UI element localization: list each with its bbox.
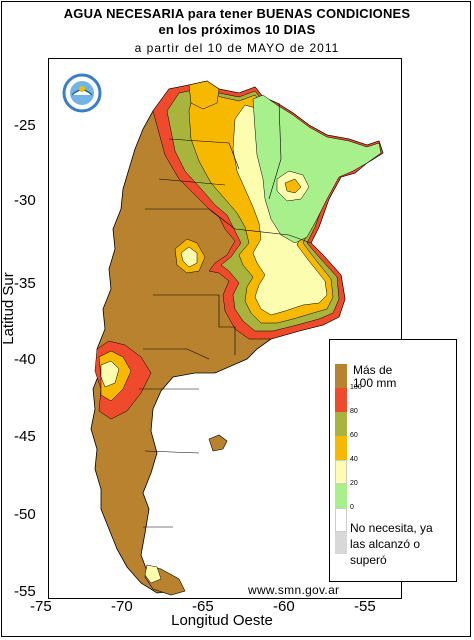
legend-swatch-olive bbox=[335, 412, 347, 436]
legend-top-label-line1: Más de bbox=[353, 363, 393, 377]
y-tick-label: -35 bbox=[14, 275, 36, 292]
title-line-3: a partir del 10 de MAYO de 2011 bbox=[134, 41, 340, 55]
region-tdf-yellow bbox=[144, 564, 162, 584]
credit-url: www.smn.gov.ar bbox=[248, 583, 340, 597]
legend-swatch-green bbox=[335, 484, 347, 508]
legend: Más de 100 mm 100 80 60 40 20 0 No neces… bbox=[329, 339, 457, 582]
argentina-map bbox=[90, 80, 384, 596]
region-green bbox=[252, 94, 382, 244]
legend-label-0: 0 bbox=[350, 504, 354, 511]
legend-swatch-orange bbox=[335, 436, 347, 460]
y-tick-label: -45 bbox=[14, 428, 36, 445]
y-tick-label: -55 bbox=[14, 583, 36, 600]
region-orange-nw bbox=[188, 80, 220, 110]
legend-bottom-line3: superó bbox=[350, 553, 387, 567]
y-tick-label: -25 bbox=[14, 117, 36, 134]
x-axis-label: Longitud Oeste bbox=[0, 612, 474, 629]
region-yellow-sw bbox=[100, 360, 120, 388]
title-line-1: AGUA NECESARIA para tener BUENAS CONDICI… bbox=[63, 6, 411, 21]
smn-seal-icon bbox=[62, 73, 102, 113]
province-borders bbox=[139, 102, 312, 528]
map-plot-area bbox=[48, 58, 402, 599]
title-line-2: en los próximos 10 DIAS bbox=[158, 22, 316, 37]
legend-top-label-line2: 100 mm bbox=[353, 376, 397, 390]
legend-label-60: 60 bbox=[350, 432, 358, 439]
legend-swatch-red bbox=[335, 388, 347, 412]
legend-label-100: 100 bbox=[350, 384, 362, 391]
legend-swatch-yellow bbox=[335, 460, 347, 484]
legend-swatch-brown bbox=[335, 364, 347, 388]
legend-bottom-line1: No necesita, ya bbox=[350, 521, 433, 535]
y-tick-label: -50 bbox=[14, 506, 36, 523]
x-tick-label: -70 bbox=[111, 598, 133, 615]
region-ring-yellow bbox=[180, 246, 198, 268]
legend-swatch-grey bbox=[335, 532, 347, 554]
x-tick-label: -75 bbox=[30, 598, 52, 615]
region-orange-spot bbox=[284, 178, 302, 194]
x-tick-label: -55 bbox=[354, 598, 376, 615]
region-malvinas bbox=[208, 434, 228, 452]
legend-label-80: 80 bbox=[350, 408, 358, 415]
legend-label-20: 20 bbox=[350, 480, 358, 487]
x-axis-label-text: Longitud Oeste bbox=[171, 612, 273, 629]
legend-swatch-white bbox=[335, 508, 347, 532]
legend-bottom-label: No necesita, ya las alcanzó o superó bbox=[350, 520, 433, 568]
legend-label-40: 40 bbox=[350, 456, 358, 463]
legend-top-label: Más de 100 mm bbox=[353, 364, 396, 390]
y-tick-label: -40 bbox=[14, 351, 36, 368]
y-tick-label: -30 bbox=[14, 192, 36, 209]
x-tick-label: -60 bbox=[273, 598, 295, 615]
legend-bottom-line2: las alcanzó o bbox=[350, 537, 421, 551]
x-tick-label: -65 bbox=[192, 598, 214, 615]
